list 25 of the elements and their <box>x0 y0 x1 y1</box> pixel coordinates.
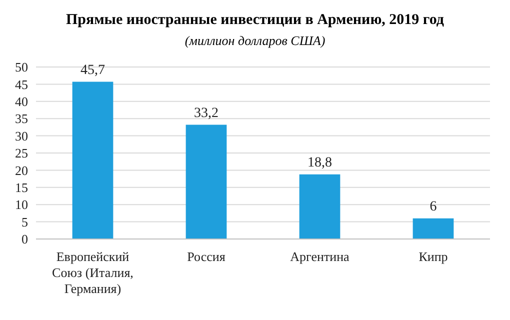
bar <box>412 218 454 239</box>
data-label: 18,8 <box>308 155 332 170</box>
y-tick-label: 30 <box>15 128 28 144</box>
y-tick-label: 45 <box>15 76 28 92</box>
bar <box>299 174 340 239</box>
chart-subtitle: (миллион долларов США) <box>184 33 326 49</box>
y-tick-label: 0 <box>22 232 28 247</box>
data-label: 6 <box>430 199 437 214</box>
x-tick-label: Европейский Союз (Италия, Германия) <box>52 249 134 296</box>
y-tick-label: 25 <box>15 146 28 161</box>
y-tick-label: 35 <box>15 111 28 126</box>
bar <box>72 82 114 239</box>
chart-title: Прямые иностранные инвестиции в Армению, 2019 год <box>64 11 446 29</box>
data-label: 45,7 <box>80 62 105 78</box>
y-tick-label: 20 <box>15 162 28 178</box>
data-label: 33,2 <box>194 106 218 121</box>
y-tick-label: 10 <box>15 197 28 212</box>
y-tick-label: 15 <box>15 180 28 196</box>
y-tick-label: 5 <box>22 214 28 230</box>
x-tick-label: Кипр <box>418 249 448 264</box>
y-tick-label: 40 <box>15 94 28 110</box>
y-tick-label: 50 <box>15 60 28 75</box>
bar <box>186 124 227 239</box>
x-tick-label: Россия <box>187 249 226 264</box>
x-tick-label: Аргентина <box>290 249 350 264</box>
